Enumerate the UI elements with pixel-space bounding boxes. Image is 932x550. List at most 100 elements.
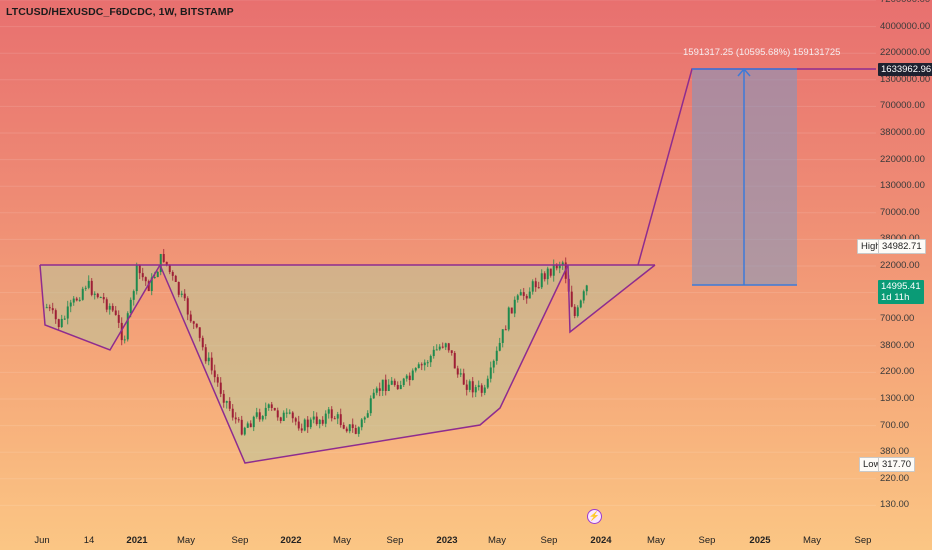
time-axis-tick: May bbox=[177, 535, 195, 546]
candle-body bbox=[486, 378, 489, 388]
candle-body bbox=[228, 401, 231, 409]
candle-body bbox=[399, 385, 402, 390]
time-axis-tick: Jun bbox=[34, 535, 50, 546]
time-axis-tick: May bbox=[333, 535, 351, 546]
candle-body bbox=[471, 381, 474, 393]
candle-body bbox=[246, 423, 249, 428]
candle-body bbox=[453, 352, 456, 369]
time-axis-tick: 14 bbox=[83, 535, 95, 546]
candle-body bbox=[441, 346, 444, 348]
candle-body bbox=[417, 364, 420, 368]
candle-body bbox=[420, 364, 423, 366]
candle-body bbox=[336, 414, 339, 419]
candle-body bbox=[276, 410, 279, 418]
candle-body bbox=[306, 419, 309, 428]
bar-countdown: 1d 11h bbox=[881, 292, 910, 303]
candle-body bbox=[501, 329, 504, 343]
candle-body bbox=[159, 254, 162, 272]
price-axis-tick: 130000.00 bbox=[880, 180, 925, 192]
candle-body bbox=[63, 318, 66, 320]
time-axis[interactable]: Jun 14 2021 May Sep 2022 May Sep 2023 May Sep 2024 M… bbox=[0, 530, 876, 550]
time-axis-tick: May bbox=[803, 535, 821, 546]
candle-body bbox=[66, 306, 69, 319]
candle-body bbox=[192, 321, 195, 324]
candle-body bbox=[534, 281, 537, 288]
candle-body bbox=[381, 379, 384, 391]
price-axis-tick: 2200.00 bbox=[880, 366, 915, 378]
price-axis-tick: 3800.00 bbox=[880, 339, 915, 351]
candle-body bbox=[189, 314, 192, 322]
candle-body bbox=[141, 273, 144, 278]
price-axis-tick: 2200000.00 bbox=[880, 47, 931, 59]
time-axis-tick: 2022 bbox=[280, 535, 302, 546]
candle-body bbox=[546, 268, 549, 280]
candle-body bbox=[57, 319, 60, 328]
candle-body bbox=[255, 412, 258, 417]
price-axis-tick: 1300.00 bbox=[880, 393, 915, 404]
candle-body bbox=[465, 384, 468, 390]
candle-body bbox=[213, 370, 216, 378]
time-axis-tick: 2021 bbox=[126, 535, 148, 546]
price-axis-tick: 70000.00 bbox=[880, 206, 920, 218]
candle-body bbox=[249, 423, 252, 428]
candle-body bbox=[477, 385, 480, 388]
candle-body bbox=[387, 384, 390, 391]
candle-body bbox=[549, 268, 552, 276]
candle-body bbox=[390, 380, 393, 385]
time-axis-tick: Sep bbox=[854, 535, 872, 546]
candle-body bbox=[378, 388, 381, 391]
candle-body bbox=[102, 297, 105, 300]
candle-body bbox=[495, 350, 498, 361]
time-axis-tick: 2024 bbox=[590, 535, 612, 546]
price-plot[interactable] bbox=[0, 0, 876, 530]
measure-arrow-head bbox=[737, 67, 751, 77]
candle-body bbox=[366, 413, 369, 418]
price-axis-tick: 38000.00 bbox=[880, 233, 920, 244]
candle-body bbox=[81, 288, 84, 300]
pattern-fill-left bbox=[40, 265, 160, 350]
candle-body bbox=[528, 291, 531, 299]
candle-body bbox=[45, 307, 48, 309]
candle-body bbox=[261, 416, 264, 420]
price-axis-tick: 220.00 bbox=[880, 472, 910, 484]
candle-body bbox=[234, 417, 237, 420]
time-axis-tick: Sep bbox=[698, 535, 716, 546]
time-axis-tick: 2025 bbox=[749, 535, 771, 546]
price-axis[interactable]: 7200000.00 4000000.00 2200000.00 1300000.00… bbox=[876, 0, 932, 530]
candle-body bbox=[135, 264, 138, 292]
candle-body bbox=[252, 416, 255, 428]
candle-body bbox=[162, 254, 165, 262]
candle-body bbox=[156, 271, 159, 278]
candle-body bbox=[285, 412, 288, 414]
price-axis-tick: 700000.00 bbox=[880, 100, 925, 112]
candle-body bbox=[309, 419, 312, 428]
candle-body bbox=[144, 277, 147, 282]
candle-body bbox=[120, 322, 123, 341]
candle-body bbox=[96, 293, 99, 298]
candle-body bbox=[303, 419, 306, 431]
price-axis-tick: 130.00 bbox=[880, 499, 910, 511]
candle-body bbox=[201, 337, 204, 348]
candle-body bbox=[177, 281, 180, 295]
candle-body bbox=[489, 367, 492, 379]
candle-body bbox=[288, 412, 291, 414]
price-axis-tick: 700.00 bbox=[880, 419, 910, 431]
candle-body bbox=[498, 342, 501, 351]
candle-body bbox=[570, 291, 573, 307]
candle-body bbox=[327, 409, 330, 414]
candle-body bbox=[153, 277, 156, 279]
candle-body bbox=[237, 419, 240, 421]
candle-body bbox=[540, 273, 543, 288]
lightning-icon[interactable]: ⚡ bbox=[587, 509, 602, 524]
candle-body bbox=[180, 293, 183, 295]
candle-body bbox=[438, 346, 441, 350]
candle-body bbox=[258, 412, 261, 420]
candle-body bbox=[450, 350, 453, 353]
candle-body bbox=[474, 387, 477, 393]
candle-body bbox=[312, 416, 315, 420]
candle-body bbox=[279, 417, 282, 421]
candle-body bbox=[186, 298, 189, 315]
candle-body bbox=[405, 375, 408, 379]
candle-body bbox=[48, 307, 51, 309]
